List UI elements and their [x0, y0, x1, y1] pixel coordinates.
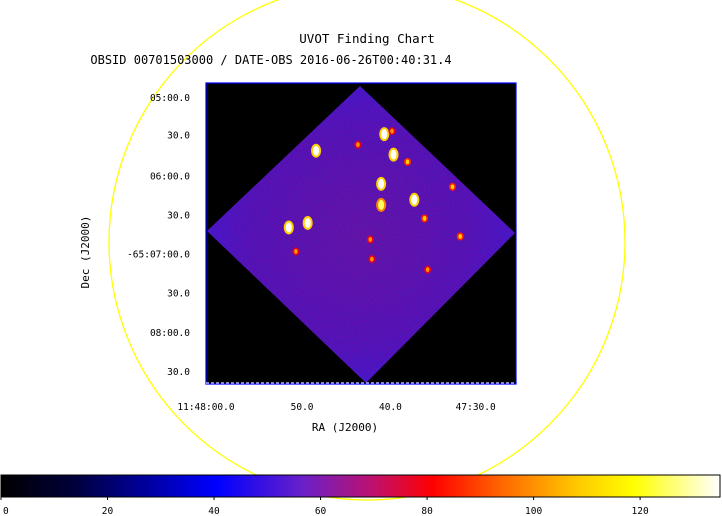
source-core [422, 215, 427, 221]
y-tick-label: 08:00.0 [150, 328, 190, 339]
source-marker [448, 182, 456, 191]
y-tick-label: 30.0 [167, 367, 190, 378]
source-core [304, 217, 311, 228]
source-marker [424, 265, 432, 274]
source-core [458, 234, 463, 240]
y-tick-label: 05:00.0 [150, 93, 190, 104]
y-tick-labels: 05:00.0 30.0 06:00.0 30.0 -65:07:00.0 30.0 08:… [127, 93, 190, 378]
source-marker [376, 197, 387, 212]
y-tick-label: 30.0 [167, 210, 190, 221]
source-marker [388, 127, 396, 136]
colorbar-gradient [0, 474, 721, 498]
source-marker [368, 255, 376, 264]
chart-title: UVOT Finding Chart [299, 31, 434, 46]
source-core [405, 159, 410, 165]
colorbar-tick-label: 40 [208, 506, 220, 516]
y-tick-label: 30.0 [167, 131, 190, 142]
source-core [378, 199, 385, 210]
source-core [356, 142, 360, 148]
source-marker [354, 140, 362, 149]
source-core [378, 178, 385, 189]
colorbar-tick-label: 20 [102, 506, 114, 516]
source-marker [456, 232, 464, 241]
source-core [313, 145, 320, 156]
source-core [368, 237, 373, 243]
source-core [450, 184, 455, 190]
source-marker [302, 215, 313, 230]
source-marker [292, 247, 300, 256]
source-core [390, 128, 394, 134]
source-core [381, 129, 388, 140]
colorbar: 0 20 40 60 80 100 120 [0, 474, 721, 516]
x-tick-label: 50.0 [291, 402, 314, 413]
image-panel [205, 82, 517, 385]
x-axis-label: RA (J2000) [312, 421, 378, 434]
source-core [285, 222, 292, 233]
y-tick-label: -65:07:00.0 [127, 250, 190, 261]
source-core [294, 249, 298, 255]
source-marker [379, 127, 390, 142]
chart-subtitle: OBSID 00701503000 / DATE-OBS 2016-06-26T… [90, 53, 451, 67]
source-marker [283, 220, 294, 235]
y-tick-label: 30.0 [167, 289, 190, 300]
source-marker [388, 147, 399, 162]
y-tick-label: 06:00.0 [150, 171, 190, 182]
source-marker [421, 214, 429, 223]
colorbar-tick-label: 120 [632, 506, 649, 516]
colorbar-tick-label: 80 [421, 506, 433, 516]
source-core [425, 267, 430, 273]
y-axis-label: Dec (J2000) [79, 216, 92, 289]
colorbar-tick-label: 0 [3, 506, 9, 516]
colorbar-tick-labels: 0 20 40 60 80 100 120 [0, 497, 649, 516]
source-marker [311, 143, 322, 158]
source-marker [404, 157, 411, 166]
fov-circle [108, 0, 626, 501]
x-tick-labels: 11:48:00.0 50.0 40.0 47:30.0 [177, 402, 496, 413]
x-tick-label: 47:30.0 [456, 402, 496, 413]
x-tick-label: 11:48:00.0 [177, 402, 234, 413]
colorbar-tick-label: 60 [315, 506, 327, 516]
source-marker [376, 176, 387, 191]
source-core [370, 256, 374, 262]
image-frame [205, 82, 517, 385]
colorbar-tick-label: 100 [525, 506, 542, 516]
source-core [411, 194, 418, 205]
source-core [390, 149, 397, 160]
source-marker [366, 235, 374, 244]
source-marker [409, 192, 420, 207]
x-tick-label: 40.0 [379, 402, 402, 413]
